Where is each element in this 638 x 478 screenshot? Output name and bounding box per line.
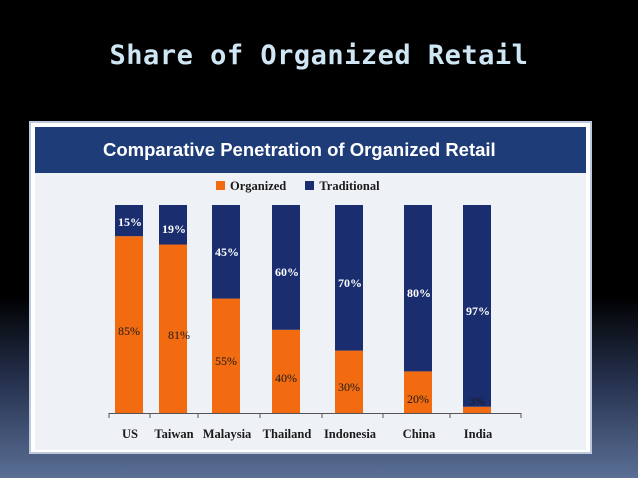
label-traditional-us: 15%: [118, 215, 142, 229]
legend-item-traditional: Traditional: [305, 179, 380, 194]
legend-item-organized: Organized: [216, 179, 286, 194]
bar-traditional-india: [463, 205, 491, 407]
label-organized-china: 20%: [407, 392, 429, 406]
bar-traditional-malaysia: [212, 205, 240, 299]
label-traditional-taiwan: 19%: [162, 222, 186, 236]
chart-header: Comparative Penetration of Organized Ret…: [35, 127, 586, 173]
label-organized-us: 85%: [118, 324, 140, 338]
x-tick-label-thailand: Thailand: [263, 427, 312, 441]
chart-title: Comparative Penetration of Organized Ret…: [103, 139, 496, 160]
x-tick-label-malaysia: Malaysia: [203, 427, 252, 441]
x-tick-label-taiwan: Taiwan: [154, 427, 193, 441]
bar-traditional-us: [115, 205, 143, 237]
legend-swatch-organized: [216, 181, 225, 190]
label-traditional-india: 97%: [466, 304, 490, 318]
x-tick-label-china: China: [403, 427, 436, 441]
chart-plot-area: 15% 85% US 19% 81% Taiwan 45% 55% Malaysia 60% 40%…: [35, 173, 586, 450]
bar-organized-taiwan: [159, 244, 187, 413]
label-organized-malaysia: 55%: [215, 354, 237, 368]
bar-traditional-thailand: [272, 205, 300, 330]
chart-panel: Comparative Penetration of Organized Ret…: [29, 121, 592, 454]
label-organized-indonesia: 30%: [338, 380, 360, 394]
legend-label-traditional: Traditional: [319, 179, 380, 193]
bar-traditional-china: [404, 205, 432, 372]
x-tick-label-indonesia: Indonesia: [324, 427, 377, 441]
chart-legend: Organized Traditional: [216, 179, 396, 193]
label-organized-india: 3%: [469, 394, 485, 408]
label-organized-taiwan: 81%: [168, 328, 190, 342]
label-traditional-thailand: 60%: [275, 265, 299, 279]
legend-swatch-traditional: [305, 181, 315, 190]
stacked-bar-chart: 15% 85% US 19% 81% Taiwan 45% 55% Malaysia 60% 40%…: [108, 205, 522, 441]
label-organized-thailand: 40%: [275, 371, 297, 385]
x-tick-label-india: India: [464, 427, 493, 441]
x-tick-label-us: US: [122, 427, 138, 441]
label-traditional-indonesia: 70%: [338, 276, 362, 290]
bar-organized-malaysia: [212, 298, 240, 413]
bar-organized-india: [463, 406, 491, 413]
bar-organized-china: [404, 371, 432, 413]
label-traditional-china: 80%: [407, 286, 431, 300]
bar-organized-us: [115, 236, 143, 413]
bar-organized-thailand: [272, 329, 300, 413]
label-traditional-malaysia: 45%: [215, 245, 239, 259]
bar-traditional-indonesia: [335, 205, 363, 351]
bar-traditional-taiwan: [159, 205, 187, 245]
slide-title: Share of Organized Retail: [109, 40, 529, 71]
bar-organized-indonesia: [335, 350, 363, 413]
legend-label-organized: Organized: [230, 179, 287, 193]
